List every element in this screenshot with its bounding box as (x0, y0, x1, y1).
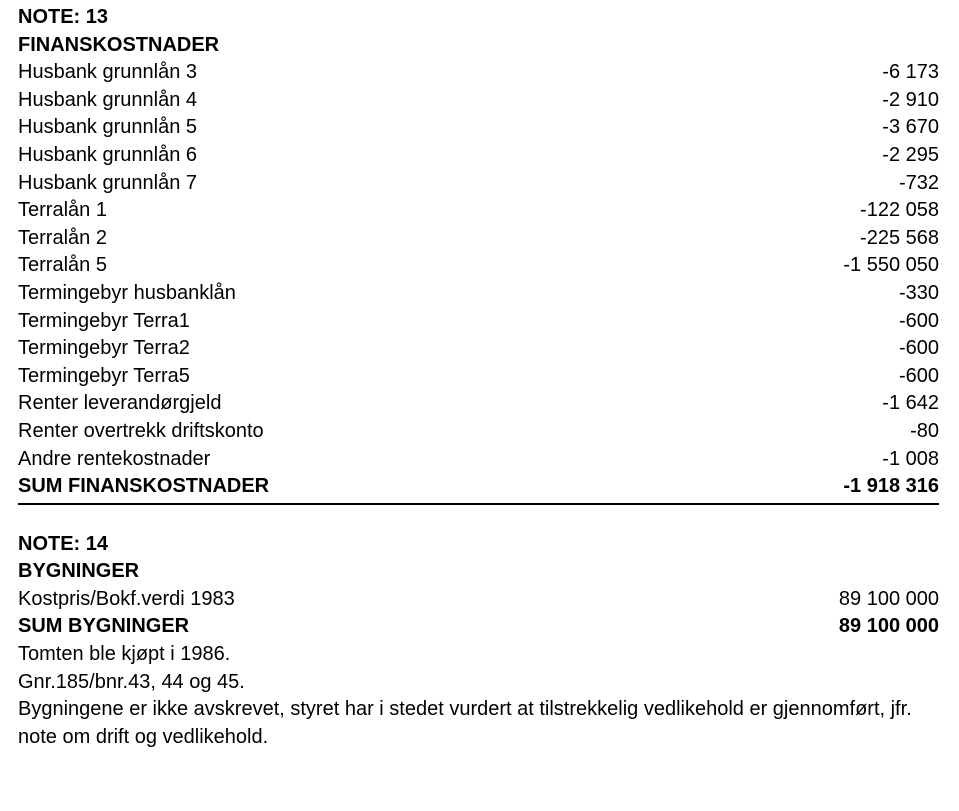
note13-sum-row: SUM FINANSKOSTNADER -1 918 316 (18, 473, 939, 501)
note13-value: -600 (899, 308, 939, 336)
note13-label: Terralån 1 (18, 197, 107, 225)
note14-heading-line2: BYGNINGER (18, 558, 939, 586)
note13-label: Renter leverandørgjeld (18, 390, 221, 418)
note14-after-line: Tomten ble kjøpt i 1986. (18, 641, 939, 669)
note13-label: Husbank grunnlån 3 (18, 59, 197, 87)
note13-row: Termingebyr Terra5 -600 (18, 363, 939, 391)
note13-row: Husbank grunnlån 3 -6 173 (18, 59, 939, 87)
note13-value: -1 642 (882, 390, 939, 418)
note13-label: Termingebyr Terra1 (18, 308, 190, 336)
note13-label: Andre rentekostnader (18, 446, 210, 474)
note13-value: -600 (899, 335, 939, 363)
note13-row: Andre rentekostnader -1 008 (18, 446, 939, 474)
note13-label: Terralån 2 (18, 225, 107, 253)
note13-sum-value: -1 918 316 (843, 473, 939, 501)
note13-value: -80 (910, 418, 939, 446)
note13-label: Husbank grunnlån 4 (18, 87, 197, 115)
note13-label: Husbank grunnlån 7 (18, 170, 197, 198)
note13-value: -1 550 050 (843, 252, 939, 280)
document-page: NOTE: 13 FINANSKOSTNADER Husbank grunnlå… (0, 0, 959, 751)
note13-row: Termingebyr Terra1 -600 (18, 308, 939, 336)
note14-label: Kostpris/Bokf.verdi 1983 (18, 586, 235, 614)
note13-label: Renter overtrekk driftskonto (18, 418, 264, 446)
note14-sum-value: 89 100 000 (839, 613, 939, 641)
note13-row: Terralån 2 -225 568 (18, 225, 939, 253)
note13-value: -600 (899, 363, 939, 391)
note13-label: Termingebyr Terra5 (18, 363, 190, 391)
note13-row: Terralån 1 -122 058 (18, 197, 939, 225)
note13-label: Husbank grunnlån 5 (18, 114, 197, 142)
note14-sum-label: SUM BYGNINGER (18, 613, 189, 641)
note13-row: Husbank grunnlån 4 -2 910 (18, 87, 939, 115)
note13-value: -2 910 (882, 87, 939, 115)
note13-value: -732 (899, 170, 939, 198)
note13-label: Husbank grunnlån 6 (18, 142, 197, 170)
note14-value: 89 100 000 (839, 586, 939, 614)
note13-rows-container: Husbank grunnlån 3-6 173Husbank grunnlån… (18, 59, 939, 473)
note13-row: Renter overtrekk driftskonto -80 (18, 418, 939, 446)
note14-sum-row: SUM BYGNINGER 89 100 000 (18, 613, 939, 641)
section-divider (18, 503, 939, 505)
section-gap (18, 509, 939, 531)
note13-label: Termingebyr husbanklån (18, 280, 236, 308)
note14-paragraph: Bygningene er ikke avskrevet, styret har… (18, 696, 939, 751)
note13-row: Husbank grunnlån 5 -3 670 (18, 114, 939, 142)
note13-label: Termingebyr Terra2 (18, 335, 190, 363)
note14-heading-line1: NOTE: 14 (18, 531, 939, 559)
note13-value: -330 (899, 280, 939, 308)
note13-value: -3 670 (882, 114, 939, 142)
note13-row: Termingebyr husbanklån -330 (18, 280, 939, 308)
note13-value: -1 008 (882, 446, 939, 474)
note13-value: -2 295 (882, 142, 939, 170)
note13-value: -6 173 (882, 59, 939, 87)
note13-row: Renter leverandørgjeld -1 642 (18, 390, 939, 418)
note13-row: Terralån 5 -1 550 050 (18, 252, 939, 280)
note14-row: Kostpris/Bokf.verdi 1983 89 100 000 (18, 586, 939, 614)
note14-after-lines: Tomten ble kjøpt i 1986.Gnr.185/bnr.43, … (18, 641, 939, 696)
note13-heading-line1: NOTE: 13 (18, 4, 939, 32)
note13-label: Terralån 5 (18, 252, 107, 280)
note13-heading-line2: FINANSKOSTNADER (18, 32, 939, 60)
note13-sum-label: SUM FINANSKOSTNADER (18, 473, 269, 501)
note13-row: Husbank grunnlån 7 -732 (18, 170, 939, 198)
note13-value: -225 568 (860, 225, 939, 253)
note13-row: Termingebyr Terra2 -600 (18, 335, 939, 363)
note14-after-line: Gnr.185/bnr.43, 44 og 45. (18, 669, 939, 697)
note13-row: Husbank grunnlån 6 -2 295 (18, 142, 939, 170)
note14-rows-container: Kostpris/Bokf.verdi 1983 89 100 000 (18, 586, 939, 614)
note13-value: -122 058 (860, 197, 939, 225)
